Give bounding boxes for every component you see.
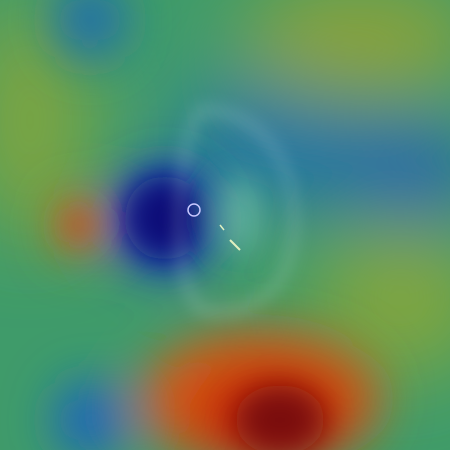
highlights (187, 203, 241, 251)
streak (219, 224, 225, 231)
streak (229, 239, 241, 251)
heat-base (0, 0, 450, 380)
ghost-shape (176, 106, 297, 315)
ring (187, 203, 201, 217)
heat-cores (66, 175, 325, 450)
